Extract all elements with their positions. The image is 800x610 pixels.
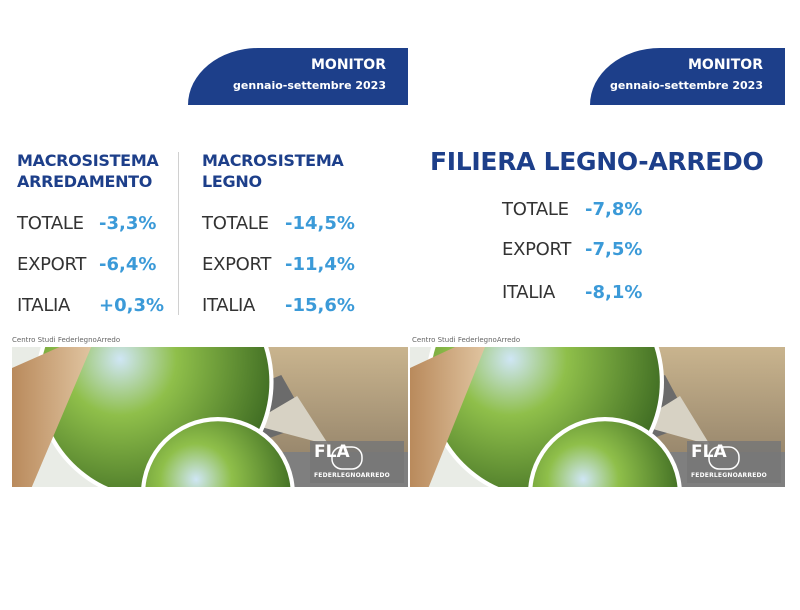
section-heading: LEGNO [202,172,262,191]
banner-subtitle: gennaio-settembre 2023 [233,79,386,92]
logo-mark: FLA [691,442,727,462]
banner-title: MONITOR [311,57,386,73]
row-value: -7,5% [585,239,643,260]
section-heading: FILIERA LEGNO-ARREDO [430,147,764,176]
row-label: ITALIA [502,282,556,303]
row-value: -7,8% [585,199,643,220]
section-heading: MACROSISTEMA [17,151,159,170]
credit: Centro Studi FederlegnoArredo [412,336,521,344]
banner-subtitle: gennaio-settembre 2023 [610,79,763,92]
row-value: -3,3% [99,213,157,234]
row-label: EXPORT [202,254,272,275]
row-value: -15,6% [285,295,355,316]
row-value: -6,4% [99,254,157,275]
row-value: -14,5% [285,213,355,234]
row-label: ITALIA [202,295,256,316]
banner [590,48,785,105]
row-label: TOTALE [502,199,569,220]
photo [12,347,408,487]
section-heading: ARREDAMENTO [17,172,153,191]
logo-name: FEDERLEGNOARREDO [314,472,390,479]
row-label: TOTALE [17,213,84,234]
logo-name: FEDERLEGNOARREDO [691,472,767,479]
row-value: -8,1% [585,282,643,303]
banner-title: MONITOR [688,57,763,73]
row-label: EXPORT [502,239,572,260]
row-value: +0,3% [99,295,165,316]
banner [188,48,408,105]
logo-mark: FLA [314,442,350,462]
row-label: EXPORT [17,254,87,275]
credit: Centro Studi FederlegnoArredo [12,336,121,344]
row-label: ITALIA [17,295,71,316]
section-heading: MACROSISTEMA [202,151,344,170]
row-label: TOTALE [202,213,269,234]
photo [410,347,785,487]
divider [178,152,179,315]
row-value: -11,4% [285,254,355,275]
